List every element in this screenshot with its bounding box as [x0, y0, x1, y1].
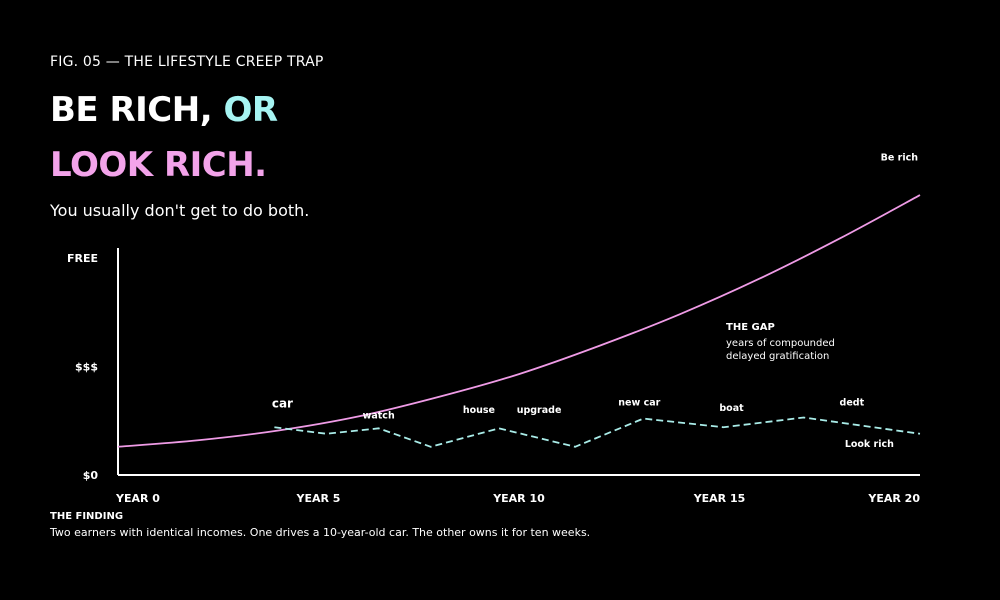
- headline-line-2: LOOK RICH.: [50, 145, 267, 185]
- look-rich-line: [274, 416, 921, 448]
- figure-label: FIG. 05 — THE LIFESTYLE CREEP TRAP: [50, 54, 324, 70]
- gap-note: THE GAP years of compounded delayed grat…: [726, 322, 835, 362]
- gap-note-line-1: years of compounded: [726, 338, 835, 349]
- x-tick-label: YEAR 5: [296, 492, 341, 505]
- chart-annotation: upgrade: [517, 405, 562, 416]
- x-tick-label: YEAR 10: [492, 492, 545, 505]
- chart-annotation: house: [463, 405, 495, 416]
- headline-part-1: BE RICH,: [50, 90, 224, 130]
- gap-note-title: THE GAP: [726, 322, 775, 333]
- y-tick-label: $$$: [75, 361, 98, 374]
- gap-note-line-2: delayed gratification: [726, 351, 829, 362]
- chart-annotation: dedt: [840, 398, 865, 409]
- x-tick-label: YEAR 15: [693, 492, 746, 505]
- chart-annotation: boat: [719, 403, 744, 414]
- y-tick-label: $0: [83, 469, 99, 482]
- x-tick-label: YEAR 0: [115, 492, 160, 505]
- finding-text: Two earners with identical incomes. One …: [50, 526, 591, 539]
- chart-annotation: Be rich: [881, 152, 919, 163]
- chart-axes: $0 $$$ FREE YEAR 0 YEAR 5 YEAR 10 YEAR 15 YEAR …: [67, 248, 920, 505]
- headline-line-1: BE RICH, OR: [50, 93, 278, 127]
- headline-part-2: OR: [223, 90, 278, 130]
- chart-annotation: new car: [618, 398, 660, 409]
- y-tick-label: FREE: [67, 252, 98, 265]
- finding-title: THE FINDING: [50, 511, 124, 522]
- chart-annotation: car: [272, 397, 293, 411]
- x-tick-label: YEAR 20: [867, 492, 920, 505]
- subtitle: You usually don't get to do both.: [50, 201, 310, 220]
- be-rich-line: [117, 194, 921, 448]
- chart-lines: [117, 194, 921, 448]
- chart-annotation: Look rich: [845, 439, 894, 450]
- chart-annotation: watch: [363, 411, 395, 422]
- chart-labels: car watch house upgrade new car boat dedt Look …: [272, 152, 918, 449]
